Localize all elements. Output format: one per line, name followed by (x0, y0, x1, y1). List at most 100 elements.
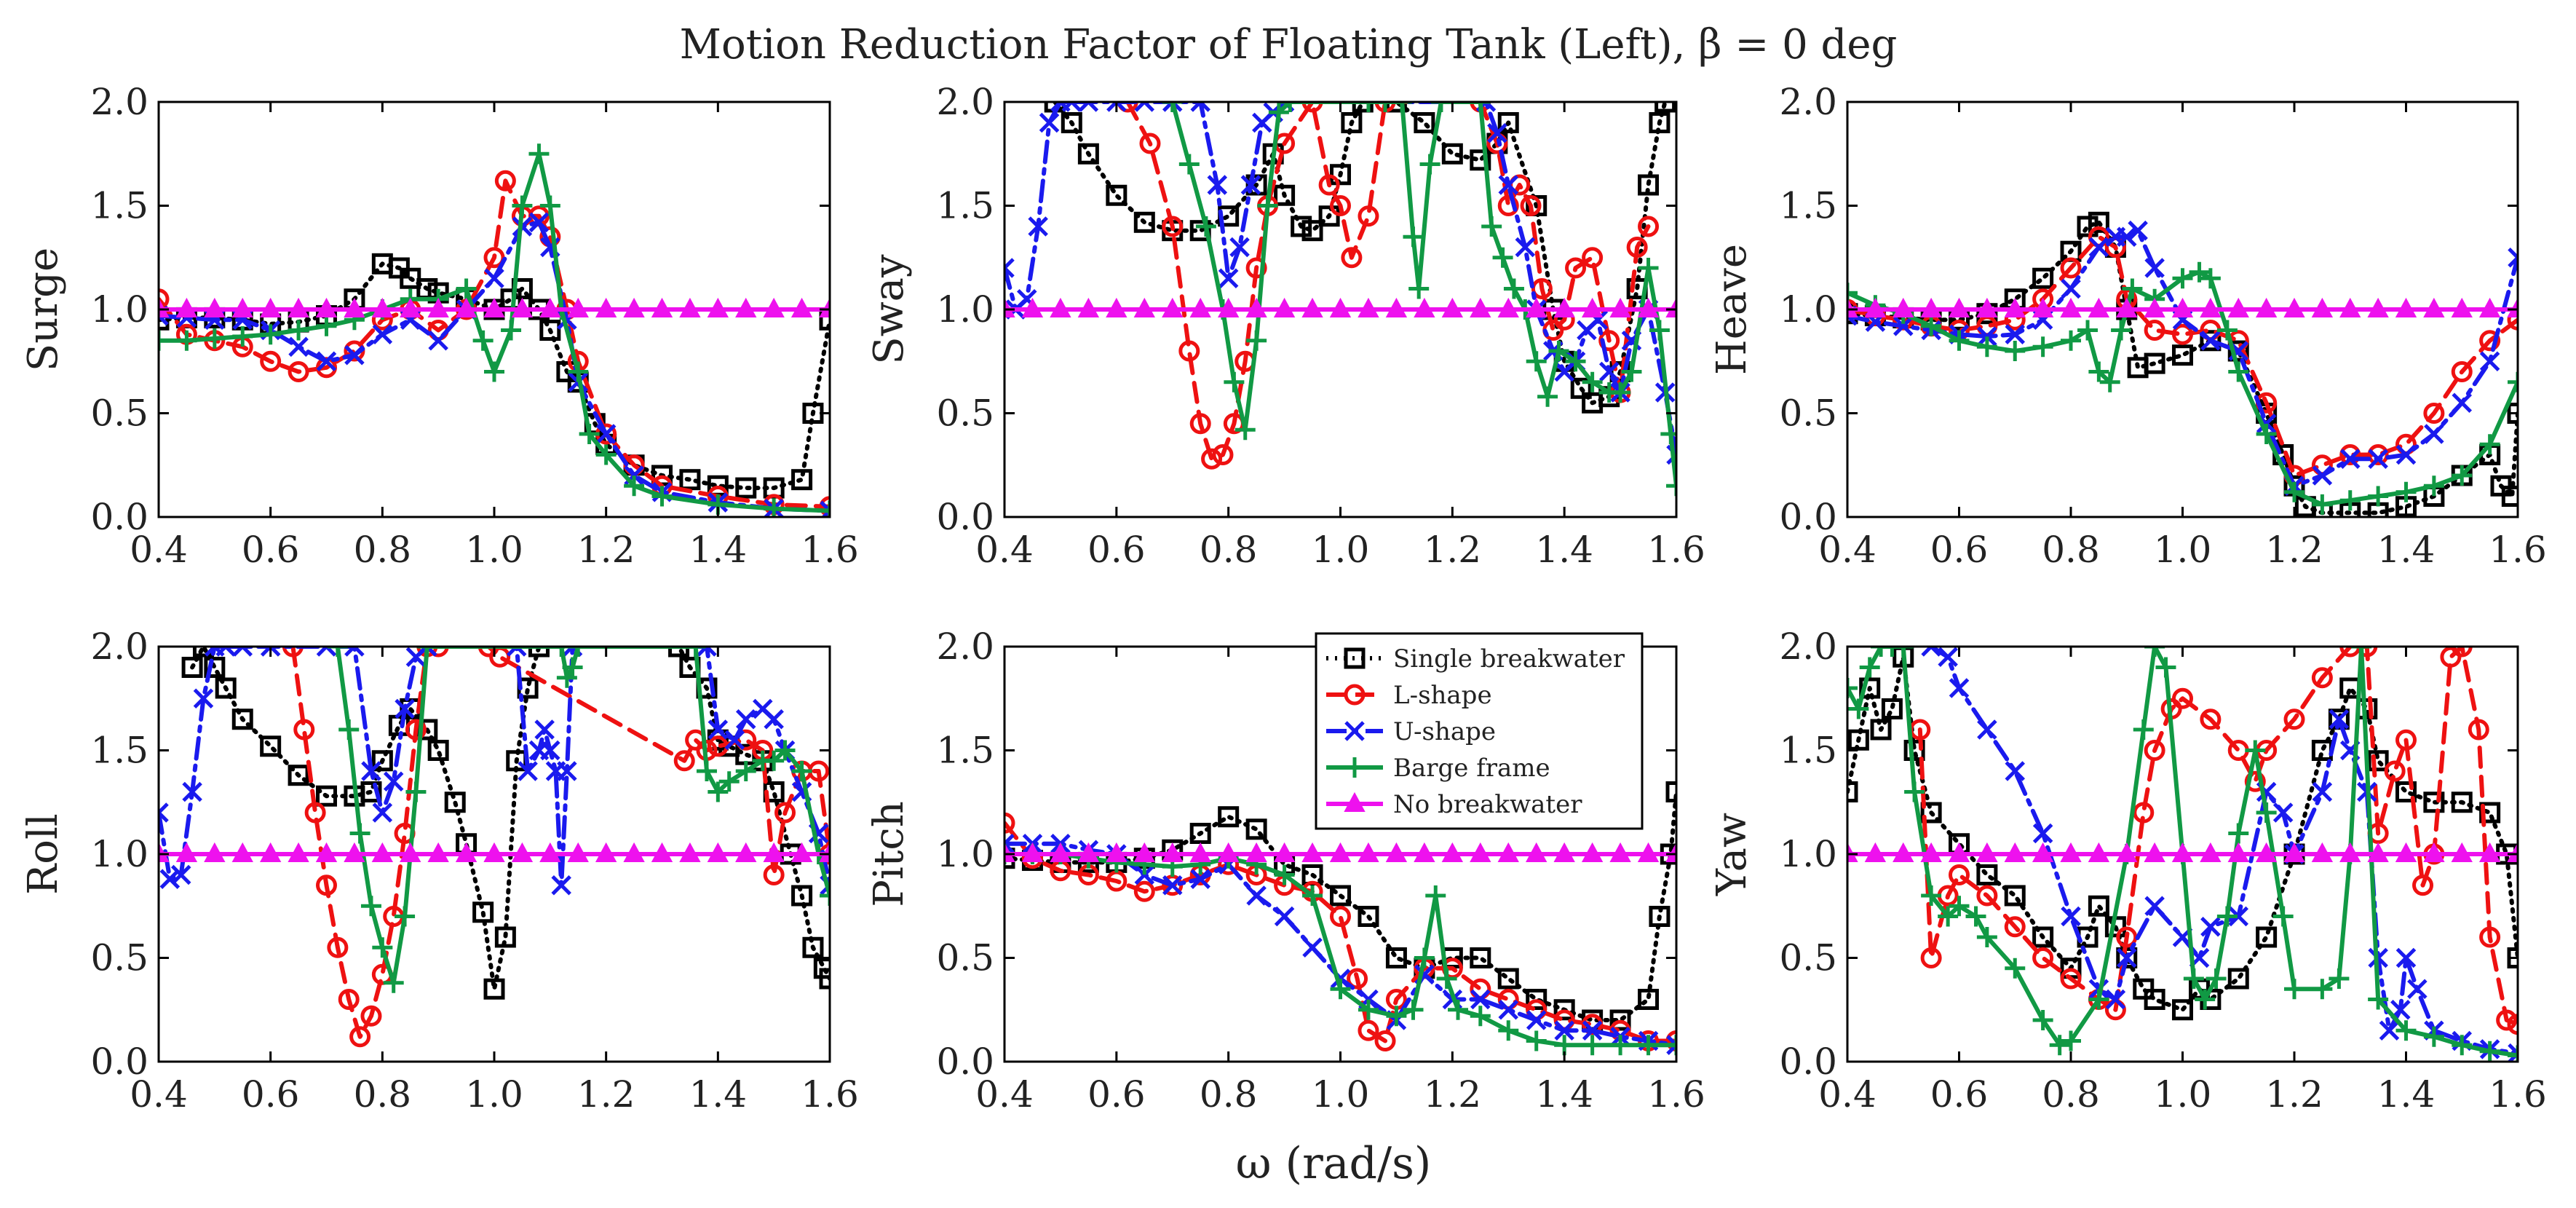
panel-roll-point-single (231, 708, 253, 730)
panel-sway-point-single (1301, 220, 1323, 242)
panel-heave-xtick-label: 1.0 (2154, 529, 2212, 571)
panel-roll-point-lshape (338, 989, 360, 1010)
panel-surge-point-barge (484, 361, 504, 382)
panel-sway-point-none (1273, 297, 1296, 317)
panel-pitch-line-ushape (1004, 841, 1676, 1048)
panel-sway-point-ushape (1207, 175, 1228, 195)
panel-roll-point-barge (764, 750, 785, 771)
panel-sway-point-none (1665, 297, 1676, 317)
panel-yaw-point-lshape (2133, 802, 2155, 824)
panel-roll-point-ushape (764, 708, 784, 730)
panel-yaw-point-barge (2312, 979, 2333, 1000)
panel-roll-point-single (427, 740, 449, 761)
panel-heave-xtick-label: 1.4 (2377, 529, 2436, 571)
panel-heave-series-lshape (1847, 226, 2518, 486)
panel-sway-point-none (1217, 297, 1240, 317)
panel-roll-point-ushape (361, 761, 381, 781)
panel-surge-line-barge (159, 151, 830, 513)
panel-sway-point-none (1077, 297, 1100, 317)
panel-pitch-point-barge (1526, 1030, 1547, 1051)
panel-yaw-ytick-label: 0.5 (1779, 937, 1837, 979)
panel-yaw-point-barge (2228, 823, 2249, 844)
panel-surge-point-none (455, 297, 477, 317)
panel-heave-point-barge (1976, 336, 1997, 358)
panel-yaw-point-none (1864, 842, 1887, 862)
panel-surge-point-barge (624, 475, 645, 497)
panel-heave: 0.4 0.6 0.8 1.0 1.2 1.4 1.6 0.0 0.5 1.0 1.5 2.0 Heav… (1708, 81, 2547, 571)
panel-pitch-point-none (1414, 842, 1435, 862)
panel-roll-point-ushape (540, 740, 560, 761)
panel-heave-point-none (1864, 297, 1887, 317)
panel-heave-point-none (2339, 297, 2361, 317)
panel-pitch-point-ushape (1582, 1020, 1603, 1041)
panel-pitch-point-none (1609, 842, 1631, 862)
panel-sway-point-barge (1565, 351, 1586, 372)
panel-yaw-point-none (2507, 842, 2518, 862)
panel-yaw-point-none (2423, 842, 2445, 862)
panel-sway-ytick-label: 1.5 (936, 185, 994, 227)
panel-roll-point-barge (708, 781, 729, 802)
panel-roll-point-ushape (534, 719, 555, 740)
panel-heave-point-lshape (2479, 330, 2501, 352)
panel-roll-point-ushape (344, 647, 365, 657)
panel-roll-point-single (528, 647, 550, 658)
panel-heave-point-none (1893, 297, 1914, 317)
panel-sway-point-barge (1610, 382, 1631, 403)
panel-sway-point-single (1245, 174, 1267, 196)
panel-surge-point-barge (568, 361, 589, 382)
panel-yaw-point-single (1847, 781, 1858, 802)
panel-roll-point-barge (556, 667, 577, 688)
panel-heave-point-none (2004, 297, 2026, 317)
panel-yaw-point-none (1920, 842, 1942, 862)
panel-yaw-point-ushape (2407, 979, 2428, 1000)
panel-yaw-point-single (2227, 968, 2249, 990)
panel-roll-point-ushape (159, 869, 181, 889)
panel-roll-xtick-label: 1.0 (465, 1073, 523, 1116)
panel-pitch-point-barge (1448, 999, 1469, 1020)
panel-yaw-point-lshape (2451, 647, 2473, 658)
panel-yaw-xtick-label: 1.2 (2265, 1073, 2323, 1116)
panel-sway-series-ushape (1004, 102, 1676, 465)
panel-roll: 0.4 0.6 0.8 1.0 1.2 1.4 1.6 0.0 0.5 1.0 1.5 2.0 Roll (20, 625, 859, 1116)
panel-yaw-point-none (2200, 842, 2222, 862)
panel-surge-point-none (259, 297, 282, 317)
panel-heave-point-ushape (2200, 330, 2221, 351)
panel-roll-plot-area (159, 647, 830, 1048)
panel-roll-point-ushape (697, 647, 717, 657)
panel-roll-point-ushape (735, 708, 756, 730)
panel-sway-point-ushape (1229, 237, 1250, 258)
panel-sway-point-lshape (1245, 257, 1267, 279)
panel-heave-point-ushape (2368, 449, 2388, 469)
panel-sway-point-single (1318, 205, 1340, 227)
panel-yaw-point-single (1870, 719, 1892, 741)
panel-heave-point-none (2451, 297, 2473, 317)
panel-yaw-point-lshape (2004, 916, 2026, 938)
panel-sway-point-none (1162, 297, 1184, 317)
panel-surge-point-barge (651, 486, 673, 507)
panel-heave-point-none (2171, 297, 2194, 317)
panel-roll-point-lshape (774, 802, 796, 824)
panel-sway-xtick-label: 1.6 (1647, 529, 1705, 571)
panel-heave-point-barge (2452, 465, 2473, 486)
panel-sway-point-none (1189, 297, 1211, 317)
panel-surge-xtick-label: 0.4 (130, 529, 188, 571)
panel-pitch-point-barge (1330, 979, 1351, 1000)
panel-surge-point-barge (204, 328, 225, 349)
panel-sway-point-barge (1403, 226, 1424, 248)
panel-surge-xtick-label: 1.4 (689, 529, 748, 571)
panel-yaw-point-single (2395, 781, 2417, 802)
panel-pitch-point-none (1581, 842, 1604, 862)
legend-entry-ushape: U-shape (1326, 717, 1496, 746)
panel-yaw-point-none (1847, 842, 1858, 862)
panel-yaw-point-single (2004, 885, 2026, 907)
panel-heave-line-ushape (1847, 228, 2518, 489)
panel-roll-point-ushape (724, 730, 745, 751)
panel-sway-point-barge (1492, 247, 1513, 268)
panel-sway-point-barge (1503, 278, 1524, 299)
panel-roll-point-none (315, 842, 338, 862)
panel-heave-point-lshape (2507, 309, 2518, 331)
panel-pitch-point-single (1385, 947, 1407, 968)
panel-roll-point-ushape (372, 802, 393, 823)
panel-sway-point-lshape (1318, 174, 1340, 196)
panel-sway-point-barge (1649, 320, 1670, 341)
